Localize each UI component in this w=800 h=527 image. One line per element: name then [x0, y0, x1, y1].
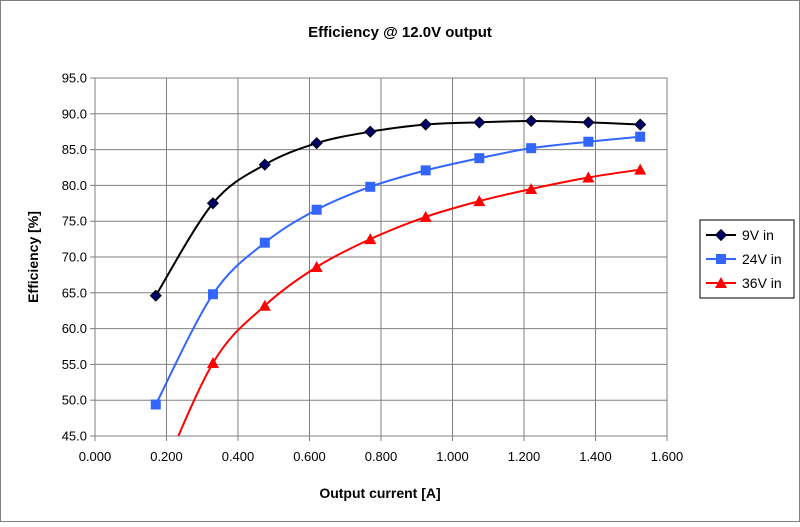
legend-marker [716, 254, 726, 264]
y-tick-label: 55.0 [62, 357, 87, 372]
data-point-square [311, 204, 322, 215]
data-point-square [207, 289, 218, 300]
data-point-square [259, 237, 270, 248]
data-point-triangle [582, 171, 595, 183]
legend-label: 9V in [742, 227, 774, 243]
data-point-square [635, 131, 646, 142]
data-point-diamond [149, 289, 162, 302]
x-tick-label: 1.200 [508, 449, 541, 464]
chart-title: Efficiency @ 12.0V output [308, 24, 492, 41]
legend-label: 36V in [742, 275, 782, 291]
y-tick-label: 60.0 [62, 321, 87, 336]
data-point-square [583, 136, 594, 147]
series-line [154, 119, 641, 297]
x-tick-label: 0.000 [79, 449, 112, 464]
legend: 9V in 24V in 36V in [699, 219, 795, 299]
series-markers [149, 114, 647, 410]
x-tick-label: 0.800 [365, 449, 398, 464]
x-axis-title: Output current [A] [319, 485, 440, 501]
data-point-square [474, 153, 485, 164]
grid-lines [90, 77, 668, 441]
y-axis-title: Efficiency [%] [25, 211, 41, 303]
data-point-square [150, 399, 161, 410]
legend-marker [714, 228, 728, 242]
y-tick-label: 65.0 [62, 285, 87, 300]
x-tick-label: 1.000 [436, 449, 469, 464]
data-point-triangle [364, 233, 377, 245]
x-tick-label: 0.400 [222, 449, 255, 464]
x-tick-label: 1.400 [579, 449, 612, 464]
data-point-diamond [473, 116, 486, 129]
y-tick-label: 45.0 [62, 429, 87, 444]
data-point-triangle [473, 195, 486, 207]
data-point-triangle [525, 182, 538, 194]
data-point-square [420, 165, 431, 176]
legend-label: 24V in [742, 251, 782, 267]
data-point-triangle [206, 356, 219, 368]
data-point-triangle [310, 261, 323, 273]
data-point-square [365, 181, 376, 192]
data-point-square [526, 143, 537, 154]
series-line [154, 135, 641, 405]
series-lines [154, 119, 641, 436]
data-point-diamond [364, 125, 377, 138]
y-tick-label: 95.0 [62, 71, 87, 86]
x-tick-label: 0.200 [150, 449, 183, 464]
legend-marker [715, 277, 727, 288]
tick-labels: 45.0 50.0 55.0 60.0 65.0 70.0 75.0 80.0 85.0 90.0… [62, 71, 684, 465]
data-point-diamond [419, 118, 432, 131]
data-point-diamond [582, 116, 595, 129]
data-point-triangle [258, 299, 271, 311]
x-tick-label: 0.600 [293, 449, 326, 464]
data-point-triangle [419, 210, 432, 222]
y-tick-label: 80.0 [62, 178, 87, 193]
y-tick-label: 85.0 [62, 142, 87, 157]
data-point-diamond [634, 118, 647, 131]
y-tick-label: 75.0 [62, 214, 87, 229]
data-point-diamond [206, 197, 220, 210]
x-tick-label: 1.600 [651, 449, 684, 464]
data-point-diamond [258, 158, 271, 171]
y-tick-label: 50.0 [62, 393, 87, 408]
data-point-diamond [525, 114, 538, 128]
y-tick-label: 70.0 [62, 250, 87, 265]
data-point-diamond [310, 137, 323, 150]
y-tick-label: 90.0 [62, 106, 87, 121]
data-point-triangle [634, 163, 647, 175]
series-line [177, 168, 641, 436]
